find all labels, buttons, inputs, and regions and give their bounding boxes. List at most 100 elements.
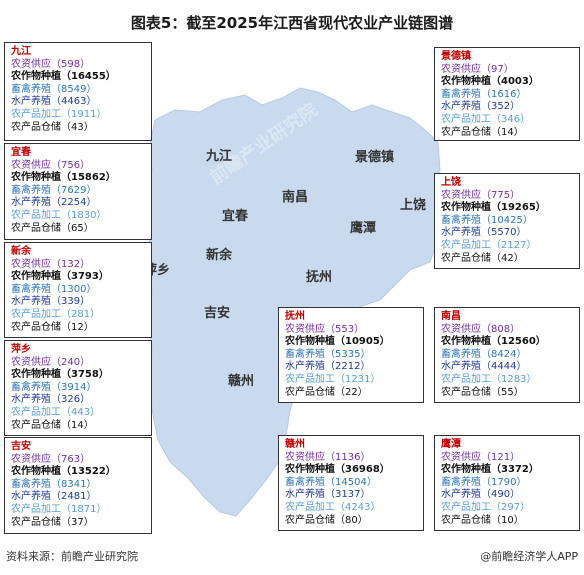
- panel-yichun: 宜春 农资供应（756） 农作物种植（15862） 畜禽养殖（7629） 水产养殖（22…: [4, 143, 152, 240]
- row-label: 水产养殖: [11, 197, 51, 209]
- row-label: 农作物种植: [441, 336, 491, 348]
- row-value: 2481: [61, 491, 87, 503]
- row-label: 水产养殖: [11, 491, 51, 503]
- panel-row: 畜禽养殖（1616）: [441, 88, 527, 100]
- row-label: 农产品加工: [11, 406, 61, 418]
- row-label: 农产品仓储: [11, 222, 61, 234]
- panel-row: 农产品加工（1871）: [11, 503, 107, 515]
- row-value: 8341: [61, 478, 87, 490]
- panel-row: 农产品加工（2127）: [441, 239, 537, 251]
- row-label: 农产品仓储: [11, 419, 61, 431]
- row-value: 14504: [335, 476, 367, 488]
- panel-row: 畜禽养殖（8341）: [11, 478, 97, 490]
- panel-row: 畜禽养殖（8424）: [441, 348, 527, 360]
- row-label: 水产养殖: [11, 394, 51, 406]
- row-value: 3372: [501, 464, 529, 476]
- panel-row: 农作物种植（3372）: [441, 464, 539, 476]
- panel-city-name: 抚州: [285, 311, 305, 322]
- row-value: 12560: [501, 336, 536, 348]
- panel-pingxiang: 萍乡 农资供应（240） 农作物种植（3758） 畜禽养殖（3914） 水产养殖（326…: [4, 340, 152, 436]
- panel-row: 农产品加工（281）: [11, 308, 101, 320]
- panel-row: 畜禽养殖（8549）: [11, 83, 97, 95]
- row-value: 240: [61, 356, 81, 368]
- panel-row: 农作物种植（3793）: [11, 271, 109, 283]
- row-label: 农资供应: [441, 451, 481, 463]
- row-label: 农产品仓储: [11, 121, 61, 133]
- row-label: 畜禽养殖: [11, 83, 51, 95]
- row-value: 121: [491, 451, 511, 463]
- panel-row: 农作物种植（10905）: [285, 336, 390, 348]
- panel-row: 畜禽养殖（10425）: [441, 214, 533, 226]
- row-label: 农作物种植: [11, 369, 61, 381]
- row-label: 农作物种植: [11, 71, 61, 83]
- row-label: 农产品仓储: [11, 516, 61, 528]
- panel-row: 农作物种植（12560）: [441, 336, 546, 348]
- panel-row: 农产品仓储（65）: [11, 222, 94, 234]
- panel-nanchang: 南昌 农资供应（808） 农作物种植（12560） 畜禽养殖（8424） 水产养殖（44…: [434, 307, 580, 403]
- panel-row: 农作物种植（36968）: [285, 464, 390, 476]
- row-value: 43: [71, 121, 84, 133]
- panel-city-name: 景德镇: [441, 51, 471, 62]
- row-label: 农作物种植: [11, 172, 61, 184]
- panel-row: 农资供应（756）: [11, 159, 91, 171]
- row-value: 4463: [61, 96, 87, 108]
- credit-note: @前瞻经济学人APP: [480, 550, 578, 563]
- row-label: 农产品仓储: [441, 514, 491, 526]
- row-value: 15862: [71, 172, 106, 184]
- row-value: 13522: [71, 466, 106, 478]
- panel-row: 农资供应（808）: [441, 323, 521, 335]
- row-value: 19265: [501, 202, 536, 214]
- map-label-jian: 吉安: [204, 306, 231, 321]
- row-label: 水产养殖: [285, 361, 325, 373]
- panel-row: 农作物种植（13522）: [11, 466, 116, 478]
- panel-row: 农作物种植（4003）: [441, 76, 539, 88]
- panel-shangrao: 上饶 农资供应（775） 农作物种植（19265） 畜禽养殖（10425） 水产养殖（5…: [434, 173, 580, 269]
- row-value: 1283: [501, 373, 527, 385]
- panel-row: 农产品仓储（14）: [11, 419, 94, 431]
- row-label: 农资供应: [441, 63, 481, 75]
- panel-row: 农作物种植（3758）: [11, 369, 109, 381]
- row-value: 1790: [491, 476, 517, 488]
- row-label: 水产养殖: [441, 227, 481, 239]
- row-value: 10425: [491, 214, 523, 226]
- panel-row: 农产品仓储（12）: [11, 321, 94, 333]
- panel-row: 农产品仓储（55）: [441, 386, 524, 398]
- panel-row: 农资供应（763）: [11, 453, 91, 465]
- panel-row: 畜禽养殖（1300）: [11, 283, 97, 295]
- row-value: 14: [71, 419, 84, 431]
- row-label: 水产养殖: [441, 101, 481, 113]
- panel-city-name: 南昌: [441, 311, 461, 322]
- row-label: 农产品加工: [441, 501, 491, 513]
- panel-city-name: 赣州: [285, 439, 305, 450]
- row-label: 畜禽养殖: [441, 348, 481, 360]
- panel-row: 农产品仓储（80）: [285, 514, 368, 526]
- row-value: 598: [61, 58, 81, 70]
- panel-city-name: 吉安: [11, 441, 31, 452]
- row-value: 281: [71, 308, 91, 320]
- panel-row: 农产品仓储（14）: [441, 126, 524, 138]
- panel-row: 农产品加工（297）: [441, 501, 531, 513]
- row-value: 2254: [61, 197, 87, 209]
- row-label: 畜禽养殖: [285, 476, 325, 488]
- row-label: 农产品加工: [11, 308, 61, 320]
- row-value: 490: [491, 489, 511, 501]
- row-label: 畜禽养殖: [11, 184, 51, 196]
- panel-row: 畜禽养殖（3914）: [11, 381, 97, 393]
- panel-row: 农作物种植（19265）: [441, 202, 546, 214]
- panel-row: 农资供应（240）: [11, 356, 91, 368]
- panel-xinyu: 新余 农资供应（132） 农作物种植（3793） 畜禽养殖（1300） 水产养殖（339…: [4, 242, 152, 338]
- row-label: 农资供应: [285, 323, 325, 335]
- map-label-shangrao: 上饶: [400, 198, 427, 213]
- panel-row: 水产养殖（2481）: [11, 491, 97, 503]
- panel-row: 水产养殖（2254）: [11, 197, 97, 209]
- row-label: 农产品仓储: [285, 514, 335, 526]
- row-value: 1231: [345, 373, 371, 385]
- row-value: 12: [71, 321, 84, 333]
- row-value: 339: [61, 296, 81, 308]
- panel-row: 农产品加工（4243）: [285, 501, 381, 513]
- panel-row: 农作物种植（16455）: [11, 71, 116, 83]
- panel-city-name: 上饶: [441, 177, 461, 188]
- row-value: 97: [491, 63, 504, 75]
- panel-row: 水产养殖（490）: [441, 489, 521, 501]
- map-label-yichun: 宜春: [222, 209, 249, 224]
